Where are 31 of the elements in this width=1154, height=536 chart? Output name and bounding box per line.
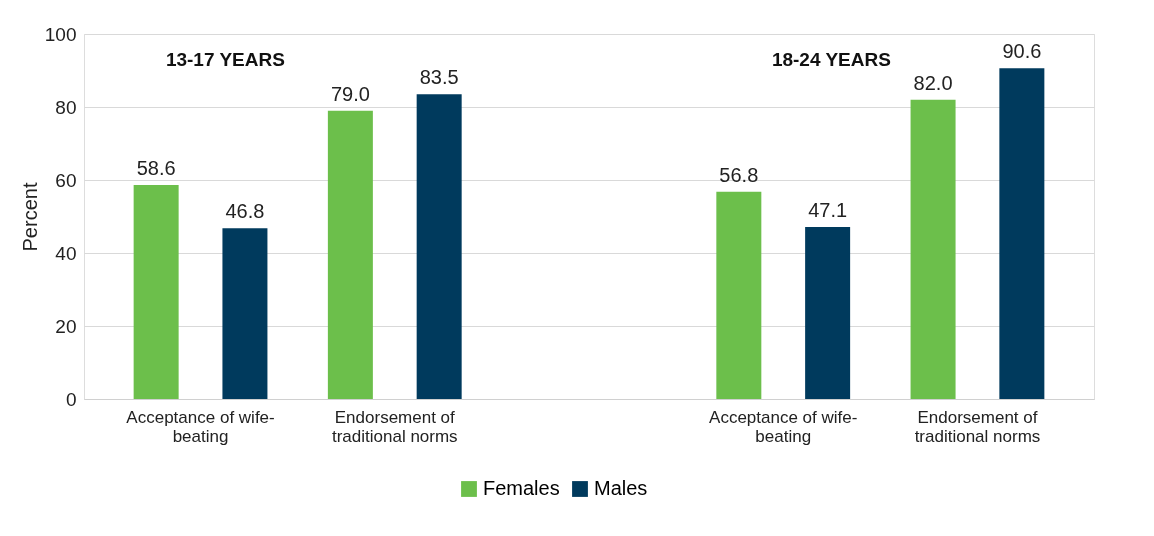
bar — [716, 191, 762, 399]
y-tick-label: 80 — [55, 96, 77, 118]
bar — [910, 99, 956, 399]
x-tick-label: Acceptance of wife-beating — [709, 407, 858, 446]
bar — [416, 94, 462, 399]
data-label: 79.0 — [330, 82, 370, 105]
y-tick-label: 0 — [65, 388, 77, 410]
annotation: 13-17 YEARS — [165, 48, 285, 70]
y-axis-title: Percent — [18, 182, 41, 252]
y-tick-label: 20 — [55, 315, 77, 337]
data-label: 83.5 — [419, 66, 459, 89]
data-label: 46.8 — [225, 200, 265, 223]
legend-label: Males — [594, 477, 648, 499]
x-tick-label: Endorsement of traditional norms — [331, 407, 458, 446]
y-tick-label: 100 — [44, 23, 77, 45]
x-tick-label: Acceptance of wife-beating — [126, 407, 275, 446]
data-label: 56.8 — [719, 163, 759, 186]
bar — [805, 227, 851, 399]
data-label: 82.0 — [913, 71, 953, 94]
data-label: 58.6 — [136, 157, 176, 180]
data-label: 47.1 — [808, 199, 848, 222]
bar — [999, 68, 1045, 399]
y-tick-label: 40 — [55, 242, 77, 264]
bar — [133, 185, 179, 399]
x-tick-label: Endorsement of traditional norms — [914, 407, 1041, 446]
y-tick-label: 60 — [55, 169, 77, 191]
bar — [222, 228, 268, 399]
annotation: 18-24 YEARS — [771, 48, 891, 70]
legend-label: Females — [483, 477, 560, 499]
bar — [327, 110, 373, 399]
data-label: 90.6 — [1002, 40, 1042, 63]
